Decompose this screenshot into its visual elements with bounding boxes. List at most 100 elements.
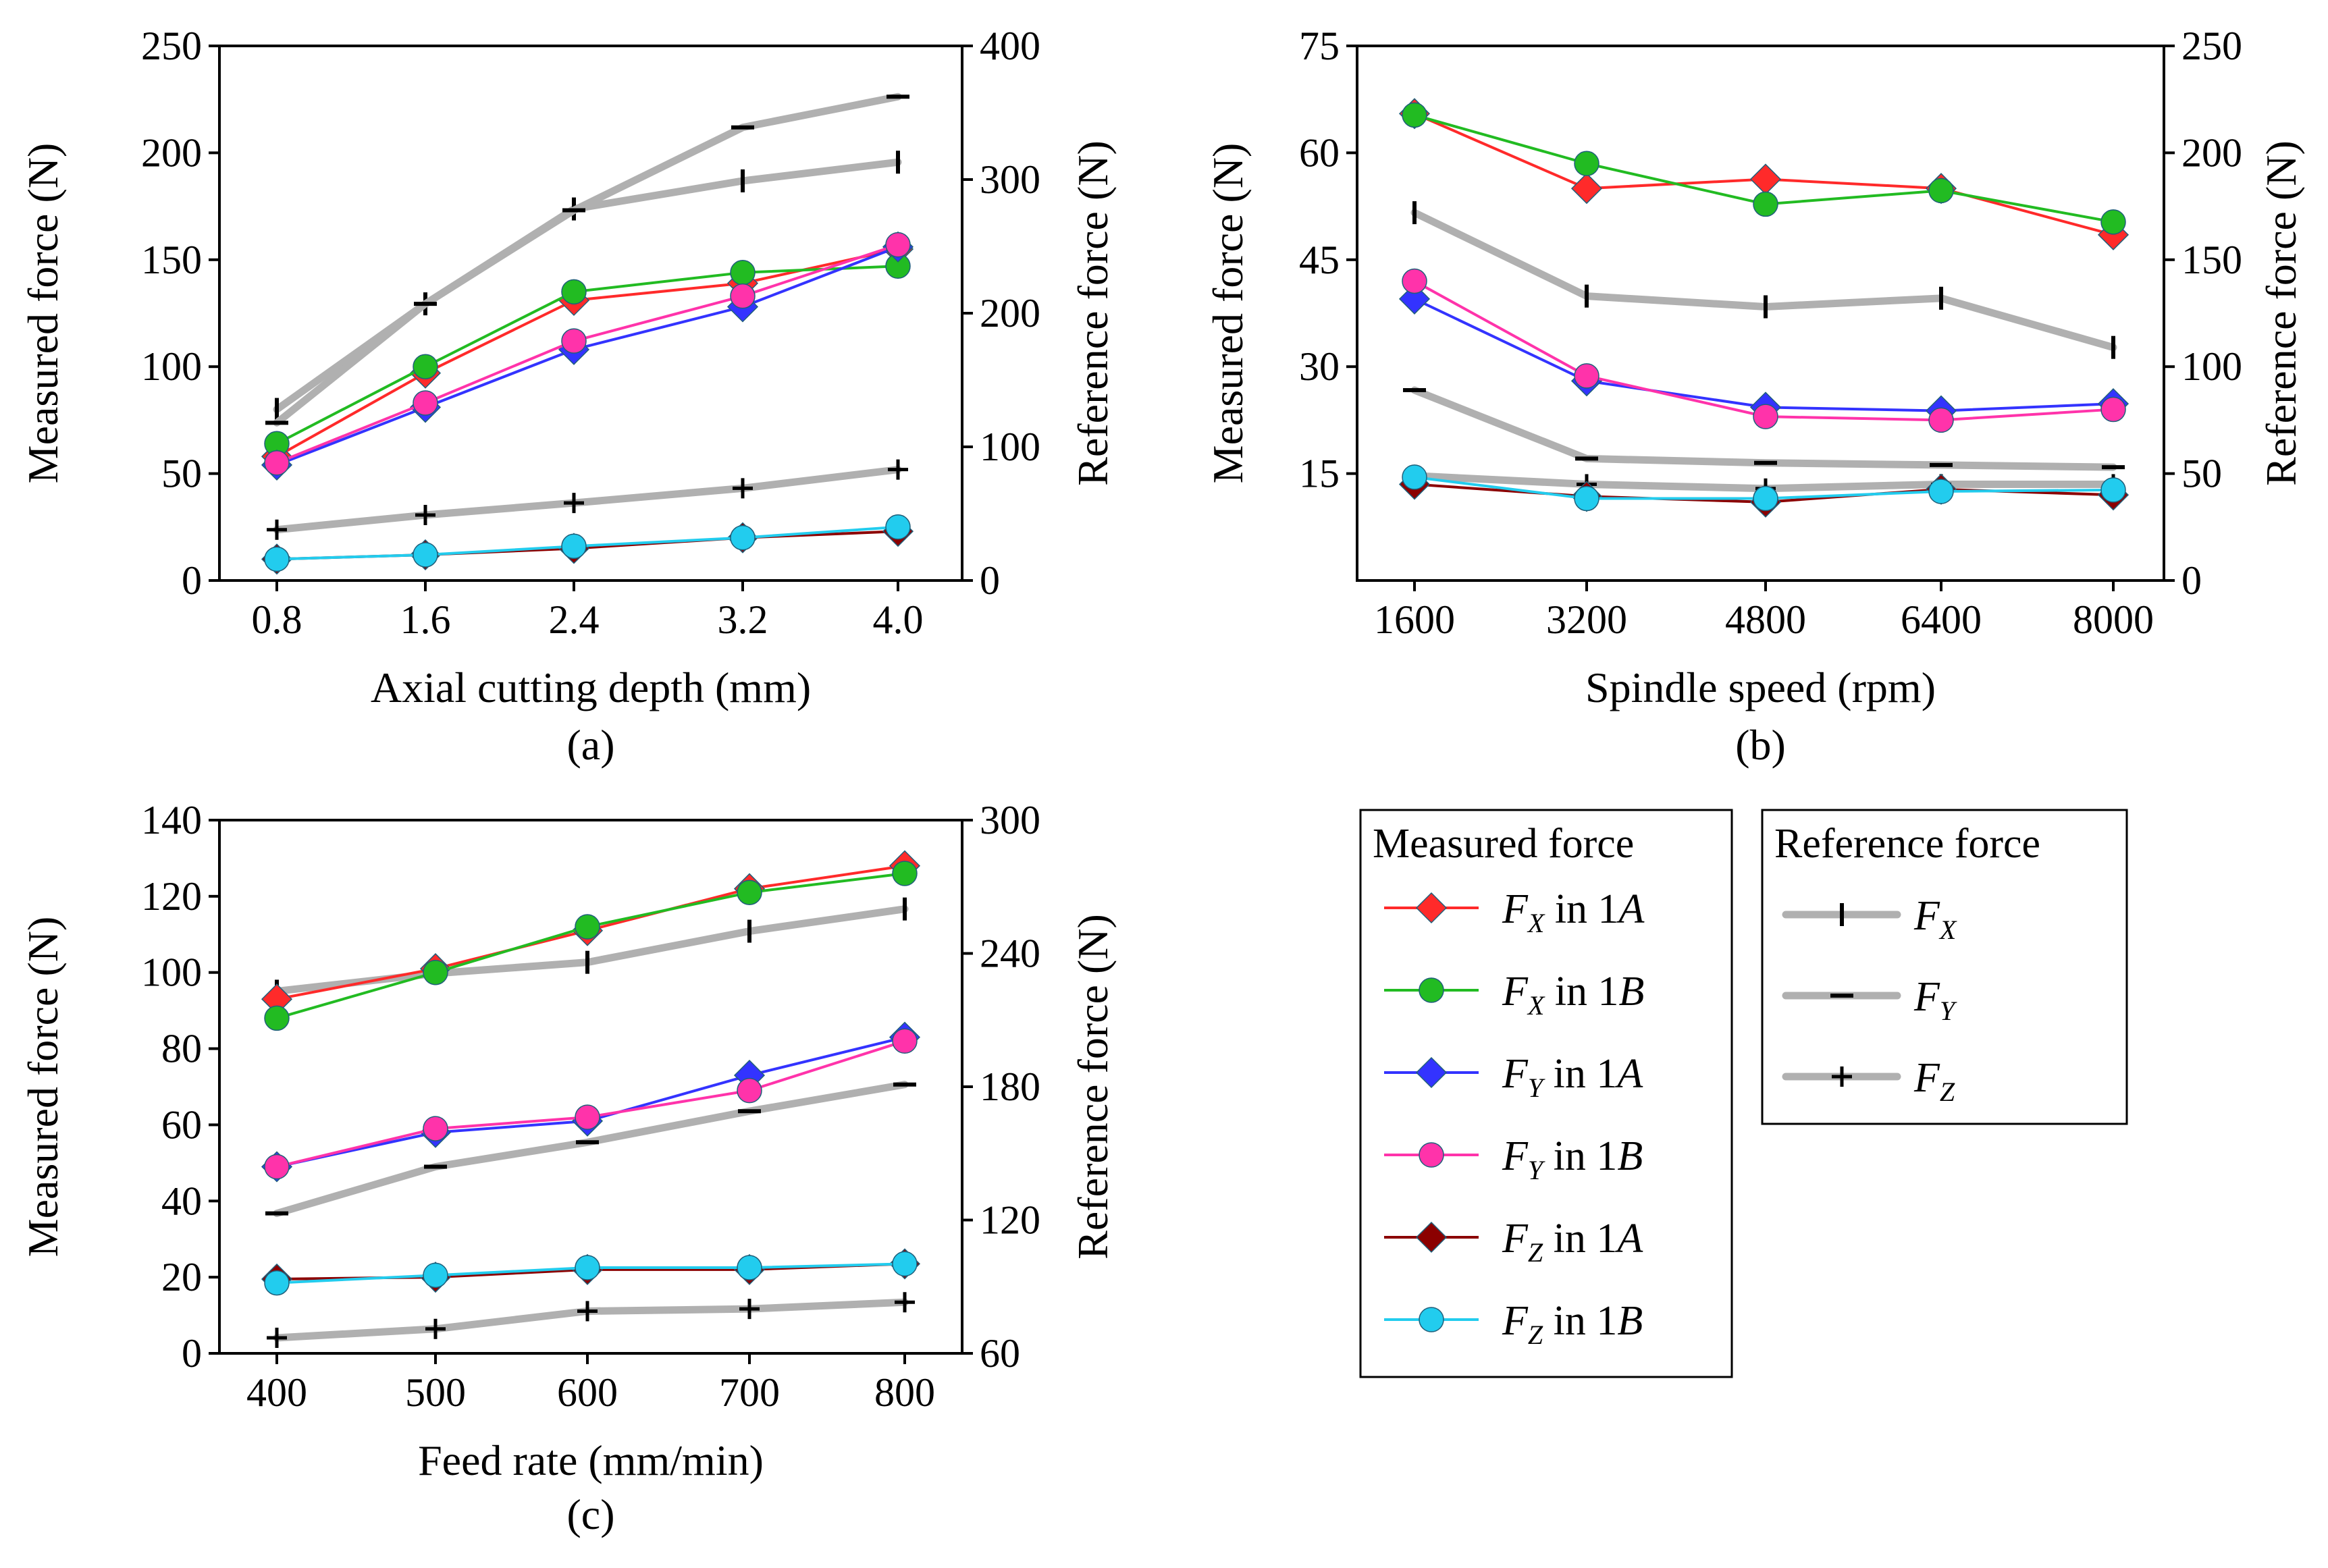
y-tick-label: 0 <box>182 558 202 603</box>
series-line-rz <box>277 470 898 530</box>
legend-label-fz1a: FZ in 1A <box>1502 1216 1643 1268</box>
legend: Measured force Reference forceFX in 1AFX … <box>1360 810 2127 1377</box>
x-tick-label: 800 <box>874 1370 935 1415</box>
data-point-fy1b <box>1575 364 1599 388</box>
x-tick-label: 1.6 <box>400 597 451 642</box>
legend-item-fx1b: FX in 1B <box>1384 969 1644 1021</box>
data-point-fz1b <box>893 1251 917 1276</box>
data-point-rz <box>739 1299 760 1319</box>
series-fx1b <box>265 861 917 1030</box>
y-right-tick-label: 180 <box>980 1064 1040 1109</box>
data-point-fx1b <box>423 961 448 985</box>
y-right-tick-label: 150 <box>2181 238 2242 282</box>
y-right-tick-label: 200 <box>2181 130 2242 175</box>
y-right-tick-label: 60 <box>980 1331 1020 1376</box>
x-axis-label: Feed rate (mm/min) <box>418 1436 764 1484</box>
y-tick-label: 200 <box>141 130 202 175</box>
y-tick-label: 100 <box>141 950 202 995</box>
data-point-fz1b <box>731 526 755 550</box>
y-right-axis-label: Reference force (N) <box>1069 140 1117 486</box>
y-tick-label: 30 <box>1299 344 1340 389</box>
x-tick-label: 3200 <box>1546 597 1627 642</box>
legend-measured-title: Measured force <box>1373 821 1634 867</box>
series-line-rx <box>1414 213 2113 348</box>
x-tick-label: 700 <box>719 1370 780 1415</box>
panel-label: (a) <box>566 721 614 769</box>
series-rz <box>267 460 908 540</box>
legend-marker-fy1a <box>1417 1058 1446 1087</box>
data-point-fy1b <box>737 1079 762 1103</box>
data-point-fy1b <box>575 1105 600 1129</box>
y-tick-label: 0 <box>182 1331 202 1376</box>
data-point-fx1b <box>265 1006 289 1030</box>
legend-label-fz1b: FZ in 1B <box>1502 1298 1643 1350</box>
legend-reference-title: Reference force <box>1774 821 2040 867</box>
x-tick-label: 2.4 <box>549 597 600 642</box>
y-right-tick-label: 100 <box>2181 344 2242 389</box>
x-tick-label: 0.8 <box>252 597 302 642</box>
data-point-rz <box>425 1319 446 1339</box>
chart-panel-1: 05010015020025001002003004000.8 1.6 2.4 3.2… <box>19 24 1117 769</box>
data-point-fy1b <box>731 284 755 308</box>
legend-label-ry: FY <box>1913 974 1957 1026</box>
x-tick-label: 6400 <box>1901 597 1982 642</box>
series-fx1a <box>1400 99 2128 250</box>
y-tick-label: 140 <box>141 798 202 842</box>
x-tick-label: 3.2 <box>718 597 768 642</box>
legend-label-fy1a: FY in 1A <box>1502 1051 1643 1103</box>
data-point-fy1b <box>423 1116 448 1141</box>
data-point-fx1b <box>1575 151 1599 175</box>
data-point-fz1b <box>575 1255 600 1280</box>
y-axis-label: Measured force (N) <box>1204 143 1252 484</box>
series-line-ry <box>277 97 898 423</box>
series-line-ry <box>277 1085 905 1214</box>
x-tick-label: 600 <box>557 1370 618 1415</box>
figure: 0 50 100 150 200 250 0 100 200 300 400 0.8 1.6 2.4 3.2… <box>0 0 2328 1568</box>
legend-label-fy1b: FY in 1B <box>1502 1133 1643 1185</box>
legend-marker-fx1a <box>1417 893 1446 923</box>
data-point-fy1b <box>1753 404 1778 429</box>
y-tick-label: 120 <box>141 874 202 919</box>
y-axis-label: Measured force (N) <box>19 143 67 484</box>
y-tick-label: 20 <box>161 1255 202 1299</box>
y-right-tick-label: 300 <box>980 157 1040 202</box>
y-right-tick-label: 400 <box>980 24 1040 68</box>
data-point-fz1b <box>413 543 438 567</box>
x-tick-label: 1600 <box>1374 597 1455 642</box>
legend-item-fy1a: FY in 1A <box>1384 1051 1643 1103</box>
legend-marker-fy1b <box>1419 1143 1444 1167</box>
data-point-rz <box>564 493 584 513</box>
data-point-fy1b <box>265 1155 289 1179</box>
panel-label: (c) <box>566 1490 614 1538</box>
y-right-tick-label: 240 <box>980 931 1040 976</box>
y-right-tick-label: 100 <box>980 425 1040 469</box>
data-point-fx1b <box>1753 192 1778 216</box>
series-fy1b <box>265 1029 917 1179</box>
data-point-fz1b <box>423 1263 448 1287</box>
series-fz1b <box>265 1251 917 1295</box>
y-tick-label: 80 <box>161 1027 202 1071</box>
legend-item-rz: FZ <box>1786 1055 1955 1107</box>
data-point-rz <box>888 460 908 480</box>
series-rx <box>277 898 905 1003</box>
data-point-fx1b <box>1929 178 1953 202</box>
data-point-fy1b <box>562 329 586 353</box>
data-point-fy1b <box>1929 408 1953 432</box>
y-axis-label: Measured force (N) <box>19 917 67 1258</box>
panel-label: (b) <box>1735 721 1786 769</box>
data-point-fz1b <box>265 1271 289 1295</box>
data-point-fx1a <box>1572 173 1602 203</box>
y-tick-label: 60 <box>1299 130 1340 175</box>
y-tick-label: 75 <box>1299 24 1340 68</box>
data-point-fy1b <box>265 451 289 475</box>
y-tick-label: 60 <box>161 1102 202 1147</box>
y-right-axis-label: Reference force (N) <box>2257 140 2305 486</box>
series-line-fx1b <box>277 873 905 1018</box>
y-tick-label: 50 <box>161 452 202 496</box>
data-point-fy1b <box>1402 269 1427 293</box>
data-point-rz <box>577 1301 598 1321</box>
y-right-tick-label: 250 <box>2181 24 2242 68</box>
legend-marker-rz <box>1832 1066 1852 1087</box>
legend-item-fz1b: FZ in 1B <box>1384 1298 1643 1350</box>
legend-label-rx: FX <box>1913 893 1957 945</box>
